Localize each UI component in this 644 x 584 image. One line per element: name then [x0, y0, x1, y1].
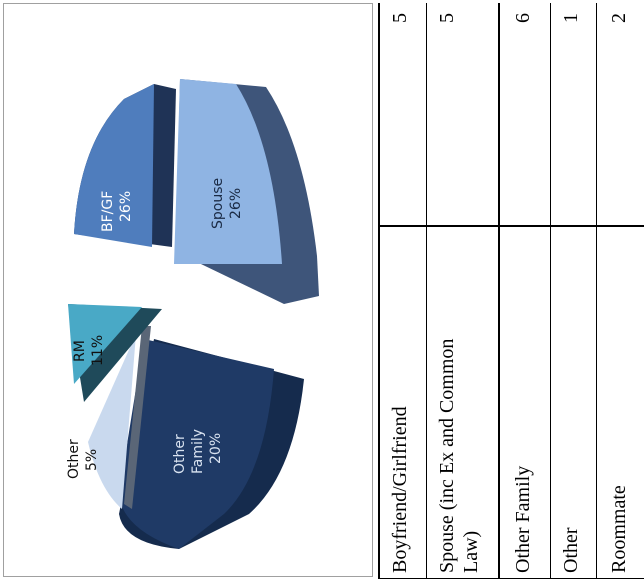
- slice-spouse: Spouse 26%: [174, 79, 319, 304]
- slice-label-other-family: Other Family 20%: [172, 424, 224, 474]
- pie-chart: BF/GF 26% Spouse 26% Other Family 20%: [66, 79, 319, 549]
- row-label-other-family: Other Family: [512, 465, 534, 573]
- slice-bfgf-name: BF/GF: [100, 191, 116, 232]
- slice-spouse-pct: 26%: [228, 188, 244, 219]
- row-label-spouse-line1: Spouse (inc Ex and Common: [436, 338, 458, 573]
- slice-other-family: Other Family 20%: [119, 339, 304, 549]
- slice-bfgf-pct: 26%: [118, 191, 134, 222]
- cell-other-family-count: 6: [512, 13, 534, 23]
- slice-label-bfgf: BF/GF 26%: [100, 186, 134, 232]
- slice-label-other: Other 5%: [66, 435, 100, 479]
- slice-rm-pct: 11%: [90, 335, 106, 366]
- row-label-roommate: Roommate: [608, 485, 630, 573]
- pie-chart-frame: BF/GF 26% Spouse 26% Other Family 20%: [3, 3, 373, 577]
- slice-other: Other 5%: [66, 334, 136, 509]
- row-label-spouse-line2: Law): [460, 530, 482, 573]
- cell-roommate-count: 2: [608, 13, 630, 23]
- slice-other-pct: 5%: [84, 449, 100, 471]
- slice-label-spouse: Spouse 26%: [210, 173, 244, 229]
- cell-boyfriend-a: 5: [389, 13, 411, 23]
- slice-other-edge: [124, 326, 151, 509]
- slice-bfgf: BF/GF 26%: [74, 84, 176, 247]
- cell-spouse-count: 5: [436, 13, 458, 23]
- slice-label-rm: RM 11%: [72, 335, 106, 366]
- cell-other-count: 1: [560, 13, 582, 23]
- slice-other-family-name2: Family: [190, 429, 206, 474]
- slice-other-family-name1: Other: [172, 434, 188, 474]
- slice-other-family-pct: 20%: [208, 433, 224, 464]
- row-label-other: Other: [560, 527, 582, 573]
- slice-rm-name: RM: [72, 340, 88, 362]
- slice-spouse-name: Spouse: [210, 178, 226, 229]
- row-label-boyfriend-girlfriend: Boyfriend/Girlfriend: [389, 406, 411, 573]
- data-table: Boyfriend/Girlfriend Spouse (inc Ex and …: [378, 3, 644, 579]
- slice-rm: RM 11%: [68, 304, 162, 402]
- slice-other-name: Other: [66, 439, 82, 479]
